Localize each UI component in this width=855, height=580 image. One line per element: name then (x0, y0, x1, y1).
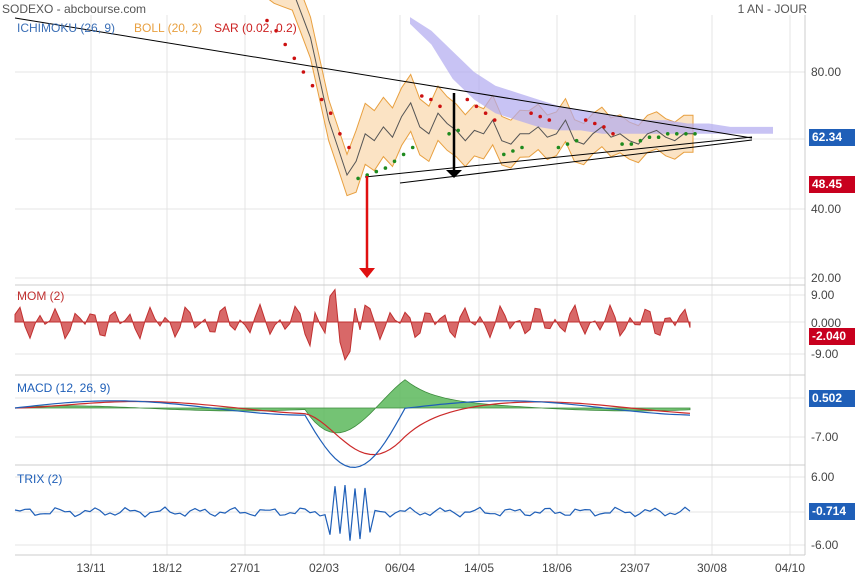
legend-boll: BOLL (20, 2) (134, 21, 203, 35)
sar-dot (502, 152, 506, 157)
x-tick-4: 06/04 (385, 561, 415, 575)
trix-label: TRIX (2) (17, 472, 63, 486)
sar-dot (310, 83, 315, 88)
sar-dot (401, 152, 406, 157)
ichimoku-cloud (410, 17, 773, 134)
sar-dot (684, 132, 688, 136)
sar-dot (438, 104, 442, 109)
x-tick-5: 14/05 (464, 561, 494, 575)
sar-dot (474, 104, 479, 109)
sar-dot (374, 169, 379, 174)
sar-dot (483, 111, 488, 115)
y-tick-mom-1: 0.000 (811, 316, 841, 330)
y-tick-main-2: 40.00 (811, 202, 841, 216)
projection-arrow-head (359, 268, 375, 278)
sar-dot (665, 132, 670, 136)
sar-dot (656, 135, 661, 139)
sar-dot (338, 132, 342, 136)
bollinger-band (268, 0, 694, 197)
sar-dot (693, 132, 697, 136)
trix-last-badge: -0.714 (809, 503, 855, 520)
sar-dot (274, 29, 278, 33)
sar-dot (429, 97, 433, 102)
sar-dot (620, 142, 624, 146)
sar-dot (565, 142, 570, 146)
trendline-lower (364, 136, 753, 178)
legend-ichimoku: ICHIMOKU (26, 9) (17, 21, 116, 35)
trendline-lower-2 (399, 139, 753, 184)
sar-dot (638, 138, 643, 143)
y-tick-mom-2: -9.00 (811, 347, 839, 361)
macd-label: MACD (12, 26, 9) (17, 381, 111, 395)
sar-dot (301, 70, 306, 74)
macd-histogram (14, 379, 691, 434)
sar-dot (392, 159, 397, 164)
y-tick-main-3: 20.00 (811, 271, 841, 285)
period-label[interactable]: 1 AN - JOUR (737, 2, 807, 16)
macd-line (14, 400, 691, 469)
price-last-badge: 62.34 (809, 129, 855, 146)
sar-dot (556, 145, 561, 150)
price-marker-badge: 48.45 (809, 176, 855, 193)
y-tick-macd-0: -7.00 (811, 430, 839, 444)
sar-dot (420, 94, 424, 98)
chart-title: SODEXO - abcbourse.com (2, 2, 147, 16)
sar-dot (675, 132, 679, 136)
x-tick-9: 04/10 (775, 561, 805, 575)
sar-dot (283, 42, 288, 47)
sar-dot (365, 173, 370, 177)
mom-last-badge: -2.040 (809, 328, 855, 345)
sar-dot (465, 97, 470, 102)
sar-dot (292, 56, 297, 61)
x-tick-8: 30/08 (697, 561, 727, 575)
x-tick-0: 13/11 (76, 561, 105, 575)
sar-dot (529, 111, 533, 115)
y-tick-mom-0: 9.00 (811, 288, 835, 302)
sar-dot (492, 118, 497, 122)
sar-dot (538, 114, 542, 119)
sar-dot (547, 118, 552, 122)
x-tick-3: 02/03 (309, 561, 339, 575)
y-tick-trix-0: 6.00 (811, 470, 835, 484)
sar-dot (574, 138, 579, 143)
sar-dot (611, 132, 615, 136)
sar-dot (593, 121, 597, 126)
trendline-upper (14, 17, 753, 139)
sar-dot (647, 135, 652, 139)
legend-sar: SAR (0.02, 0.2) (214, 21, 297, 35)
macd-last-badge: 0.502 (809, 390, 855, 407)
sar-dot (347, 145, 351, 150)
x-tick-7: 23/07 (620, 561, 650, 575)
sar-dot (602, 125, 606, 129)
mom-label: MOM (2) (17, 289, 65, 303)
sar-dot (410, 145, 415, 150)
sar-dot (629, 142, 634, 146)
sar-dot (447, 132, 451, 136)
y-tick-trix-1: -6.00 (811, 538, 839, 552)
x-tick-6: 18/06 (542, 561, 572, 575)
y-tick-main-0: 80.00 (811, 65, 841, 79)
sar-dot (319, 97, 324, 102)
sar-dot (383, 166, 388, 170)
trix-line (14, 485, 691, 541)
sar-dot (511, 149, 515, 153)
sar-dot (583, 118, 588, 122)
target-arrow-head (446, 170, 462, 178)
price-line (295, 0, 693, 177)
sar-dot (456, 128, 461, 133)
x-tick-1: 18/12 (152, 561, 182, 575)
sar-dot (520, 145, 524, 150)
mom-area (14, 288, 691, 362)
sar-dot (328, 111, 333, 115)
sar-dot (356, 176, 360, 181)
x-tick-2: 27/01 (230, 561, 260, 575)
sar-dot (265, 18, 269, 23)
